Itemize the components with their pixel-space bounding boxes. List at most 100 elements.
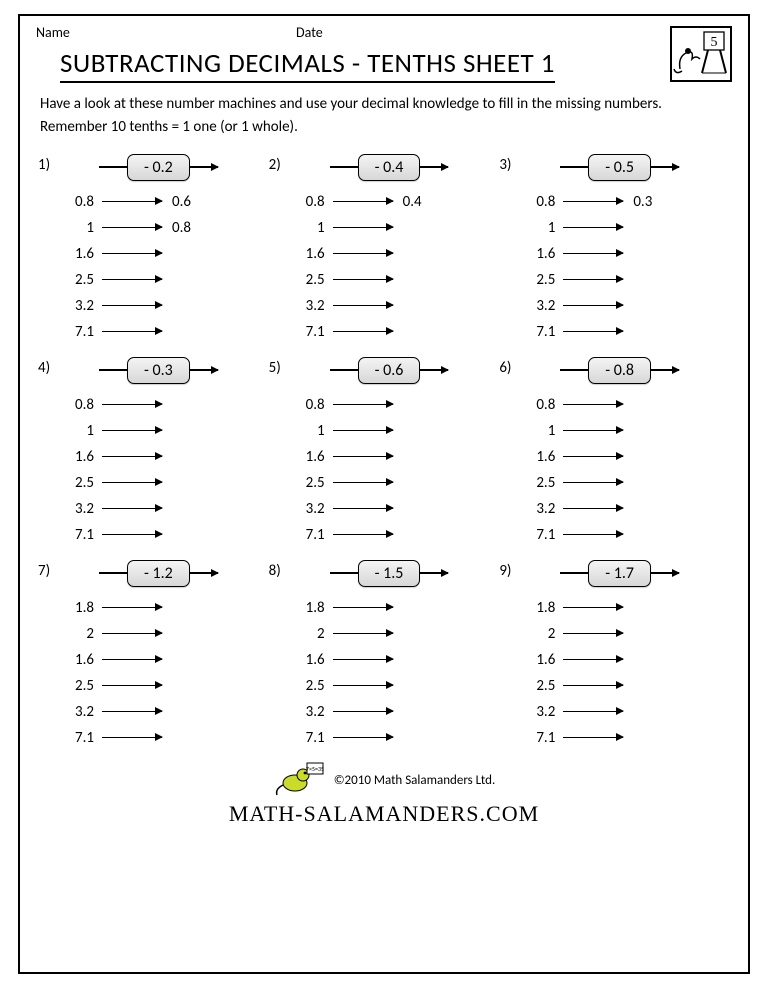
io-row: 2.5	[58, 673, 259, 699]
input-value: 7.1	[289, 729, 331, 747]
input-value: 7.1	[289, 526, 331, 544]
page-title: SUBTRACTING DECIMALS - TENTHS SHEET 1	[60, 47, 555, 83]
io-row: 1.8	[58, 595, 259, 621]
problem-number: 8)	[269, 562, 281, 580]
input-value: 1.6	[58, 245, 100, 263]
arrow-icon	[563, 659, 623, 661]
input-value: 1	[519, 219, 561, 237]
problem: 3) - 0.5 0.80.3 1 1.6 2.5 3.27.1	[499, 150, 730, 347]
io-row: 1.8	[289, 595, 490, 621]
problem-number: 3)	[499, 156, 511, 174]
number-machine: - 0.5	[519, 154, 720, 181]
arrow-icon	[333, 737, 393, 739]
problem: 4)- 0.30.811.62.53.27.1	[38, 353, 269, 550]
io-row: 1.6	[58, 647, 259, 673]
input-value: 1	[289, 219, 331, 237]
io-row: 7.1	[58, 319, 259, 345]
input-value: 0.8	[289, 396, 331, 414]
arrow-icon	[563, 404, 623, 406]
io-row: 1	[519, 215, 720, 241]
input-value: 1.8	[58, 599, 100, 617]
arrow-icon	[563, 430, 623, 432]
io-row: 3.2	[58, 293, 259, 319]
io-row: 7.1	[58, 725, 259, 751]
input-value: 3.2	[58, 500, 100, 518]
input-value: 1.6	[58, 651, 100, 669]
io-row: 1.6	[519, 444, 720, 470]
arrow-out-icon	[190, 369, 218, 371]
arrow-icon	[102, 534, 162, 536]
number-machine: - 0.3	[58, 357, 259, 384]
arrow-icon	[333, 508, 393, 510]
io-row: 7.1	[289, 522, 490, 548]
arrow-icon	[333, 253, 393, 255]
arrow-icon	[333, 711, 393, 713]
input-value: 2.5	[519, 271, 561, 289]
arrow-icon	[102, 711, 162, 713]
input-value: 0.8	[58, 193, 100, 211]
problem: 7)- 1.21.821.62.53.27.1	[38, 556, 269, 753]
arrow-out-icon	[651, 369, 679, 371]
io-row: 0.8	[289, 392, 490, 418]
operation-box: - 0.8	[588, 357, 651, 384]
io-row: 2.5	[289, 673, 490, 699]
arrow-icon	[102, 685, 162, 687]
io-row: 2.5	[289, 470, 490, 496]
io-rows: 0.811.62.53.27.1	[289, 392, 490, 548]
arrow-icon	[563, 607, 623, 609]
input-value: 2	[58, 625, 100, 643]
input-value: 3.2	[289, 297, 331, 315]
io-rows: 0.80.610.81.62.53.27.1	[58, 189, 259, 345]
problem-number: 5)	[269, 359, 281, 377]
arrow-icon	[563, 201, 623, 203]
problem: 6)- 0.80.811.62.53.27.1	[499, 353, 730, 550]
arrow-icon	[563, 737, 623, 739]
io-row: 2.5	[519, 470, 720, 496]
io-row: 0.8	[519, 392, 720, 418]
problem: 8)- 1.51.821.62.53.27.1	[269, 556, 500, 753]
arrow-icon	[333, 607, 393, 609]
input-value: 0.8	[519, 193, 561, 211]
problem-number: 1)	[38, 156, 50, 174]
arrow-in-icon	[560, 572, 588, 574]
input-value: 1.6	[58, 448, 100, 466]
io-row: 3.2	[289, 699, 490, 725]
io-row: 2	[58, 621, 259, 647]
number-machine: - 1.7	[519, 560, 720, 587]
problem: 9)- 1.71.821.62.53.27.1	[499, 556, 730, 753]
io-row: 2.5	[289, 267, 490, 293]
arrow-in-icon	[99, 166, 127, 168]
io-row: 1	[519, 418, 720, 444]
io-row: 3.2	[519, 293, 720, 319]
io-row: 1	[58, 418, 259, 444]
arrow-icon	[333, 456, 393, 458]
input-value: 2.5	[58, 271, 100, 289]
io-row: 7.1	[289, 319, 490, 345]
io-row: 0.80.4	[289, 189, 490, 215]
arrow-icon	[333, 201, 393, 203]
arrow-icon	[563, 279, 623, 281]
input-value: 1.6	[519, 245, 561, 263]
grade-badge: 5	[670, 26, 732, 82]
io-row: 0.8	[58, 392, 259, 418]
arrow-in-icon	[330, 166, 358, 168]
io-row: 7.1	[519, 319, 720, 345]
io-row: 3.2	[58, 699, 259, 725]
input-value: 2.5	[58, 677, 100, 695]
arrow-out-icon	[190, 572, 218, 574]
operation-box: - 0.6	[358, 357, 421, 384]
arrow-icon	[563, 508, 623, 510]
input-value: 1.8	[519, 599, 561, 617]
input-value: 3.2	[519, 703, 561, 721]
arrow-icon	[333, 227, 393, 229]
io-row: 1.6	[289, 241, 490, 267]
input-value: 7.1	[519, 729, 561, 747]
input-value: 1	[519, 422, 561, 440]
arrow-out-icon	[651, 572, 679, 574]
arrow-icon	[563, 534, 623, 536]
io-row: 1.6	[519, 647, 720, 673]
arrow-in-icon	[99, 369, 127, 371]
io-row: 0.80.6	[58, 189, 259, 215]
problem-number: 7)	[38, 562, 50, 580]
io-row: 0.80.3	[519, 189, 720, 215]
